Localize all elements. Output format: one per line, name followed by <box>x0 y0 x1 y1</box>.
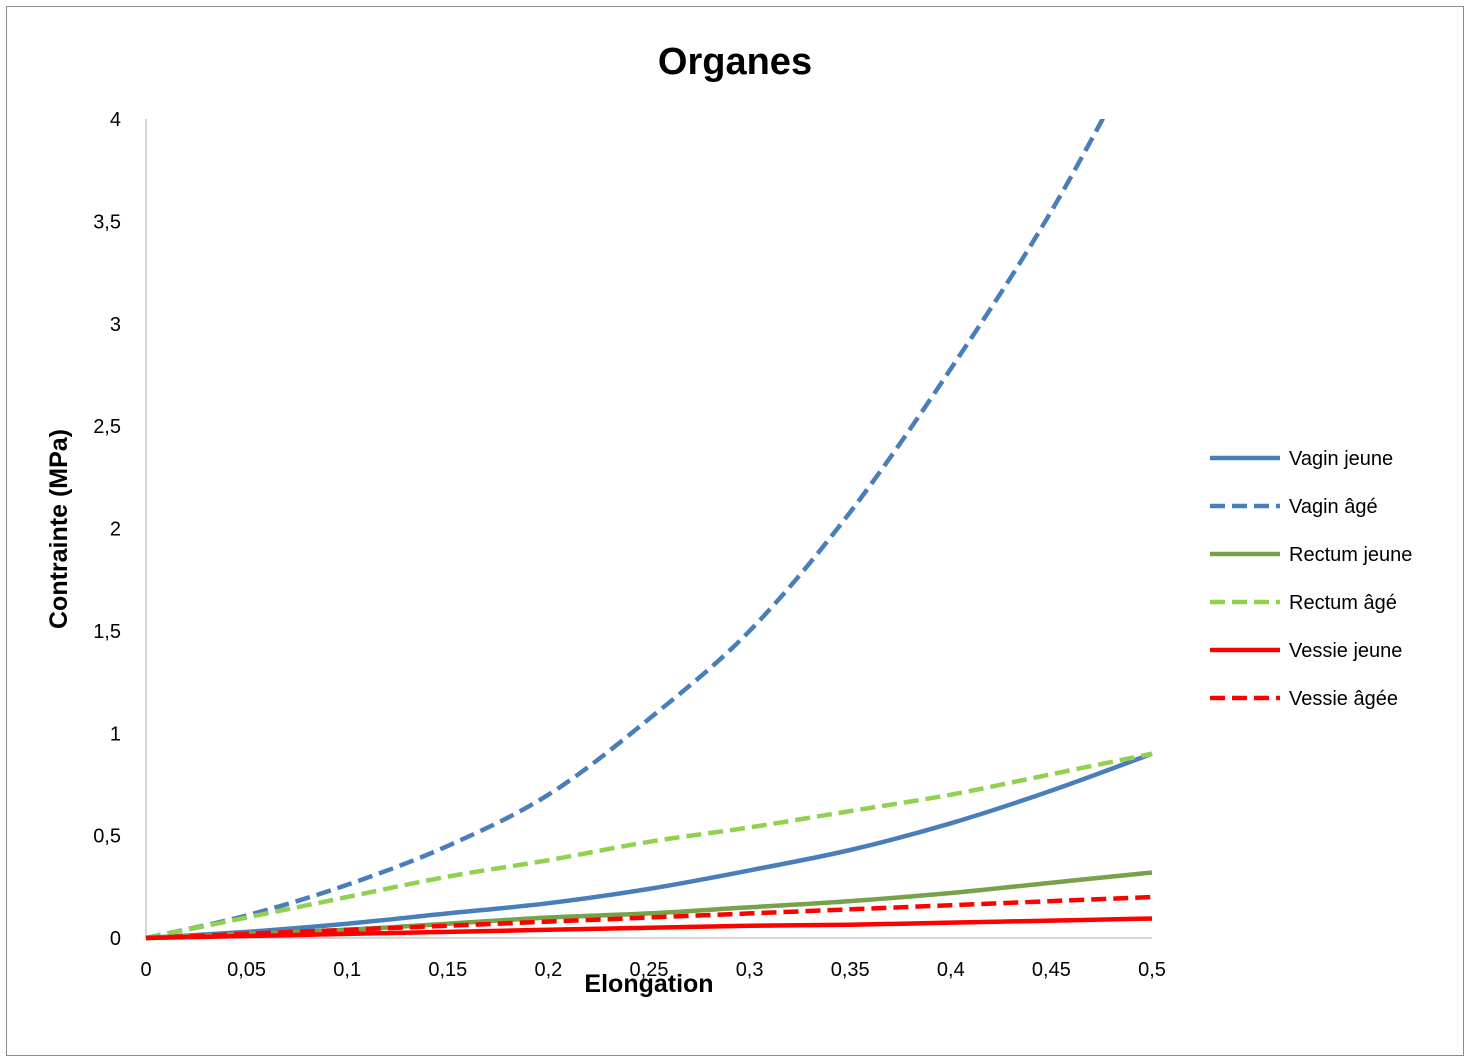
legend-label-vessie-jeune: Vessie jeune <box>1289 640 1402 662</box>
series-line-vagin-jeune <box>145 751 1153 941</box>
y-tick-label: 1 <box>110 723 121 745</box>
x-tick-label: 0,3 <box>736 959 764 981</box>
series-line-vagin-age <box>145 119 1106 941</box>
x-tick-label: 0,5 <box>1138 959 1166 981</box>
x-tick-label: 0,35 <box>831 959 870 981</box>
chart-svg: Organes 0 0,5 1 1,5 2 2,5 3 3,5 4 0 0,05 0,1 0,15 0,2… <box>45 41 1412 998</box>
legend-label-vessie-agee: Vessie âgée <box>1289 688 1398 710</box>
x-axis-title: Elongation <box>584 970 713 998</box>
x-tick-label: 0,4 <box>937 959 965 981</box>
chart-frame: Organes 0 0,5 1 1,5 2 2,5 3 3,5 4 0 0,05 0,1 0,15 0,2… <box>6 6 1464 1056</box>
legend-label-vagin-jeune: Vagin jeune <box>1289 448 1393 470</box>
x-tick-label: 0,05 <box>227 959 266 981</box>
y-tick-label: 2 <box>110 519 121 541</box>
y-tick-label: 3 <box>110 314 121 336</box>
legend: Vagin jeune Vagin âgé Rectum jeune Rectum â… <box>1210 448 1412 710</box>
y-tick-label: 3,5 <box>93 211 121 233</box>
legend-label-rectum-age: Rectum âgé <box>1289 592 1397 614</box>
legend-label-vagin-age: Vagin âgé <box>1289 496 1378 518</box>
x-tick-label: 0,2 <box>534 959 562 981</box>
series-line-rectum-age <box>145 751 1153 941</box>
chart-title: Organes <box>658 41 812 83</box>
legend-label-rectum-jeune: Rectum jeune <box>1289 544 1412 566</box>
axes: 0 0,5 1 1,5 2 2,5 3 3,5 4 0 0,05 0,1 0,15 0,2 0,25 0,3 0… <box>93 109 1166 981</box>
series-line-rectum-jeune <box>145 870 1153 941</box>
x-tick-label: 0,15 <box>428 959 467 981</box>
y-tick-label: 1,5 <box>93 621 121 643</box>
y-tick-label: 0 <box>110 928 121 950</box>
y-tick-label: 4 <box>110 109 121 131</box>
x-tick-label: 0 <box>140 959 151 981</box>
x-tick-label: 0,1 <box>333 959 361 981</box>
y-tick-label: 0,5 <box>93 826 121 848</box>
y-tick-label: 2,5 <box>93 416 121 438</box>
series-line-vessie-jeune <box>145 916 1153 941</box>
x-tick-label: 0,45 <box>1032 959 1071 981</box>
y-axis-title: Contrainte (MPa) <box>45 429 73 629</box>
x-tick-label: 0,25 <box>630 959 669 981</box>
plot-area <box>145 119 1153 941</box>
